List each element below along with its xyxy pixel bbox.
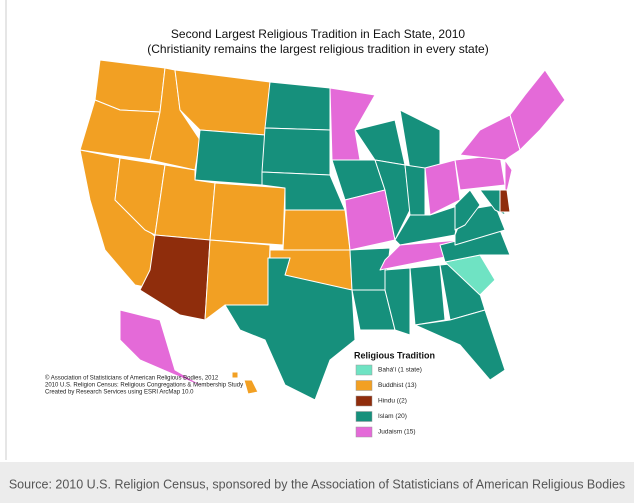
state	[409, 264, 446, 326]
legend-title: Religious Tradition	[354, 350, 435, 360]
state	[329, 87, 376, 161]
state	[479, 189, 506, 216]
credit-line: 2010 U.S. Religion Census: Religious Con…	[45, 383, 243, 389]
legend-label: Bahá'í (1 state)	[378, 367, 422, 374]
legend-swatch	[355, 380, 373, 391]
state	[509, 69, 566, 151]
state	[114, 157, 166, 236]
source-text: Source: 2010 U.S. Religion Census, spons…	[9, 477, 625, 491]
credit-line: © Association of Statisticians of Americ…	[45, 375, 219, 382]
state	[224, 257, 356, 401]
legend-label: Islam (20)	[378, 413, 407, 420]
state	[374, 159, 411, 241]
state	[243, 379, 259, 395]
legend: Religious Tradition Bahá'í (1 state) Budd…	[354, 350, 435, 438]
map-title: Second Largest Religious Tradition in Ea…	[171, 27, 466, 41]
state	[119, 309, 211, 391]
legend-label: Buddhist (13)	[378, 382, 417, 389]
state	[231, 371, 239, 379]
legend-label: Hindu ((2)	[378, 398, 407, 405]
legend-swatch	[355, 411, 373, 422]
legend-swatch	[355, 364, 373, 376]
state	[282, 209, 351, 251]
legend-label: Judaism (15)	[378, 429, 416, 436]
states	[79, 59, 566, 401]
state	[264, 81, 331, 131]
map-subtitle: (Christianity remains the largest religi…	[147, 42, 488, 56]
state	[194, 129, 266, 186]
credit-line: Created by Research Services using ESRI …	[45, 390, 194, 396]
legend-swatch	[355, 395, 373, 407]
state	[261, 127, 331, 176]
state	[209, 182, 286, 246]
legend-swatch	[355, 426, 373, 438]
state	[384, 267, 411, 336]
source-band	[0, 462, 634, 503]
state	[414, 309, 506, 381]
state	[499, 189, 511, 213]
state	[454, 189, 481, 231]
state	[454, 154, 506, 191]
